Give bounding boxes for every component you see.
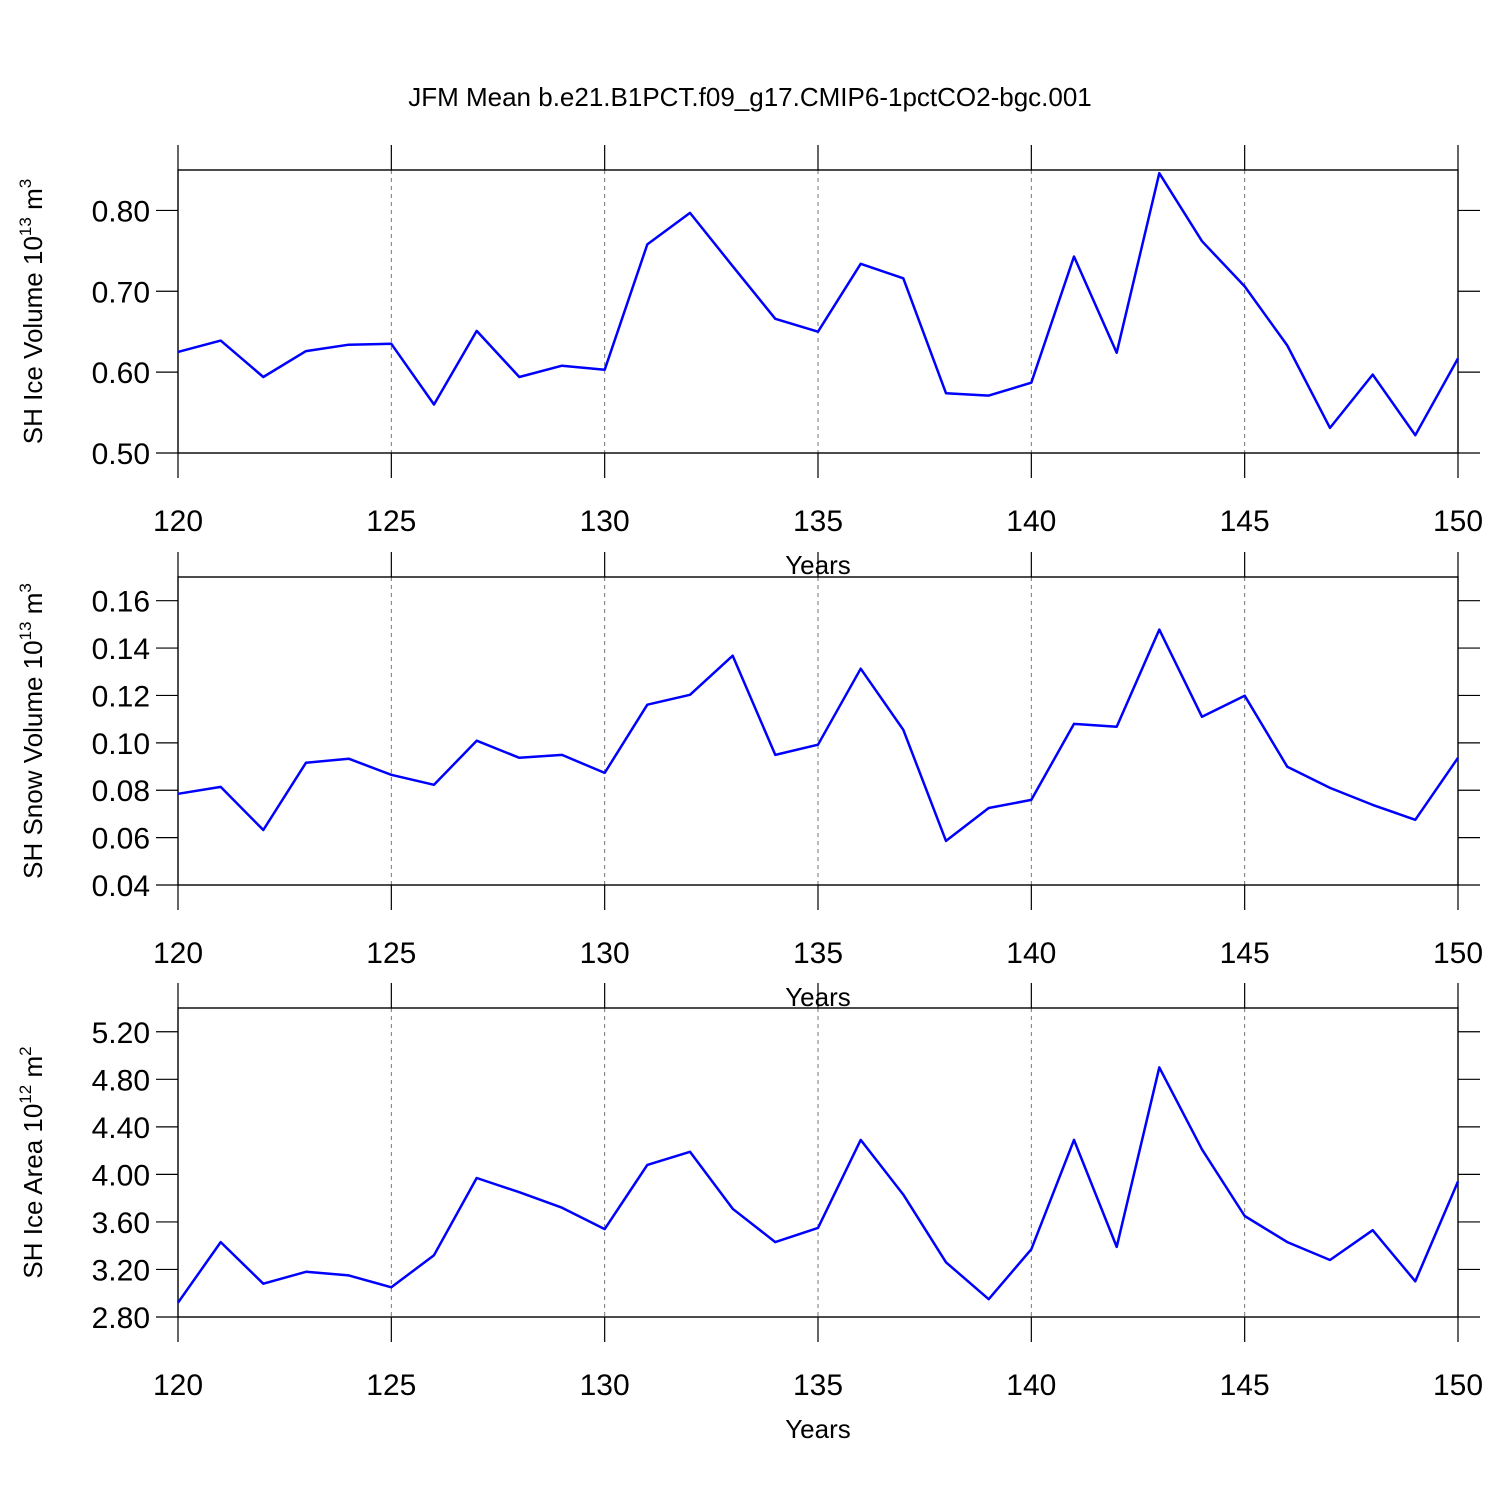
y-axis-label-exponent: 12 xyxy=(16,1085,35,1104)
x-tick-label: 130 xyxy=(580,505,630,538)
x-tick-label: 145 xyxy=(1220,937,1270,970)
y-tick-label: 0.08 xyxy=(92,775,150,808)
x-tick-label: 140 xyxy=(1006,1369,1056,1402)
x-tick-label: 135 xyxy=(793,505,843,538)
x-tick-label: 150 xyxy=(1433,937,1483,970)
x-tick-label: 145 xyxy=(1220,505,1270,538)
y-tick-label: 4.40 xyxy=(92,1112,150,1145)
y-tick-label: 5.20 xyxy=(92,1017,150,1050)
x-tick-label: 135 xyxy=(793,937,843,970)
y-tick-label: 2.80 xyxy=(92,1302,150,1335)
x-tick-label: 125 xyxy=(366,505,416,538)
data-line xyxy=(177,171,1460,437)
y-tick-label: 0.60 xyxy=(92,357,150,390)
y-axis-label-part: SH Ice Area 10 xyxy=(18,1104,48,1279)
y-tick-label: 0.14 xyxy=(92,633,150,666)
y-tick-label: 0.04 xyxy=(92,870,150,903)
y-tick-label: 4.00 xyxy=(92,1159,150,1192)
plot-frame xyxy=(177,576,1459,886)
y-axis-label-exponent: 3 xyxy=(16,583,35,592)
y-tick-label: 3.20 xyxy=(92,1254,150,1287)
x-tick-label: 125 xyxy=(366,1369,416,1402)
y-axis-label-part: m xyxy=(18,1056,48,1085)
y-tick-label: 0.12 xyxy=(92,680,150,713)
y-axis-label: SH Snow Volume 1013 m3 xyxy=(16,583,48,879)
y-axis-label: SH Ice Volume 1013 m3 xyxy=(16,179,48,444)
x-tick-label: 130 xyxy=(580,937,630,970)
y-axis-label-part: SH Snow Volume 10 xyxy=(18,640,48,878)
y-axis-label-exponent: 2 xyxy=(16,1046,35,1055)
x-tick-label: 135 xyxy=(793,1369,843,1402)
y-axis-label-part: m xyxy=(18,188,48,217)
y-tick-label: 4.80 xyxy=(92,1064,150,1097)
x-tick-label: 120 xyxy=(153,937,203,970)
y-axis-label: SH Ice Area 1012 m2 xyxy=(16,1046,48,1278)
y-axis-label-part: SH Ice Volume 10 xyxy=(18,236,48,444)
plot-frame xyxy=(177,1007,1459,1318)
data-line xyxy=(176,1066,1460,1304)
data-line xyxy=(177,628,1460,843)
chart-title: JFM Mean b.e21.B1PCT.f09_g17.CMIP6-1pctC… xyxy=(408,82,1092,112)
x-tick-label: 150 xyxy=(1433,505,1483,538)
y-tick-label: 0.16 xyxy=(92,586,150,619)
plot-frame xyxy=(177,169,1459,454)
x-tick-label: 120 xyxy=(153,1369,203,1402)
y-axis-label-exponent: 13 xyxy=(16,217,35,236)
y-axis-label-exponent: 3 xyxy=(16,179,35,188)
y-axis-label-part: m xyxy=(18,593,48,622)
y-tick-label: 0.06 xyxy=(92,823,150,856)
x-tick-label: 120 xyxy=(153,505,203,538)
x-tick-label: 145 xyxy=(1220,1369,1270,1402)
x-tick-label: 140 xyxy=(1006,937,1056,970)
y-tick-label: 3.60 xyxy=(92,1207,150,1240)
x-tick-label: 140 xyxy=(1006,505,1056,538)
x-axis-label: Years xyxy=(785,1414,851,1444)
y-tick-label: 0.10 xyxy=(92,728,150,761)
y-axis-label-exponent: 13 xyxy=(16,621,35,640)
x-tick-label: 125 xyxy=(366,937,416,970)
y-tick-label: 0.70 xyxy=(92,276,150,309)
x-tick-label: 130 xyxy=(580,1369,630,1402)
x-tick-label: 150 xyxy=(1433,1369,1483,1402)
y-tick-label: 0.50 xyxy=(92,438,150,471)
y-tick-label: 0.80 xyxy=(92,195,150,228)
